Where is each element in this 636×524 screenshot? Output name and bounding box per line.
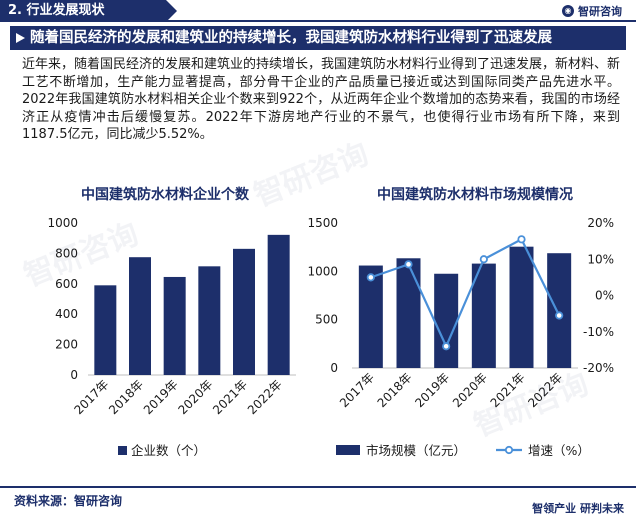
chart1-xtick: 2021年 xyxy=(210,377,250,417)
chart2-bar xyxy=(434,273,459,368)
chart2-ytick-right: -20% xyxy=(583,361,614,375)
top-bar: 2. 行业发展现状 ◉ 智研咨询 xyxy=(0,0,636,22)
chart1-ytick: 0 xyxy=(70,368,78,382)
chart1-title: 中国建筑防水材料企业个数 xyxy=(81,187,249,203)
chart2-xtick: 2018年 xyxy=(375,370,415,410)
chart2-bar xyxy=(471,263,496,368)
chart2-bar xyxy=(547,253,572,368)
chart1-bar xyxy=(163,276,186,375)
chart2-growth-line xyxy=(370,237,561,349)
chart2-legend-line-marker xyxy=(504,445,514,455)
chart2-xtick: 2017年 xyxy=(337,370,377,410)
brand-logo-icon: ◉ xyxy=(562,5,574,17)
chart1-legend-label: 企业数（个） xyxy=(131,443,206,458)
chart1-ytick: 400 xyxy=(55,307,78,321)
chart2-growth-point xyxy=(404,260,413,269)
chart1-xtick: 2018年 xyxy=(106,377,146,417)
chart2-growth-point xyxy=(442,342,451,351)
chart1-bar xyxy=(233,248,255,375)
chart1-bar xyxy=(129,257,151,375)
chart1-legend-swatch xyxy=(118,446,127,455)
chart2-xtick: 2021年 xyxy=(488,370,528,410)
chart2-xtick: 2019年 xyxy=(412,370,452,410)
chart2-ytick-left: 1500 xyxy=(307,216,338,230)
intro-paragraph: 近年来，随着国民经济的发展和建筑业的持续增长，我国建筑防水材料行业得到了迅速发展… xyxy=(22,57,621,142)
chart2-bar xyxy=(509,246,534,368)
section-title: 2. 行业发展现状 xyxy=(0,0,177,22)
chart2-title: 中国建筑防水材料市场规模情况 xyxy=(377,187,573,203)
chart2-xtick: 2022年 xyxy=(525,370,565,410)
chart2-ytick-left: 500 xyxy=(315,313,338,327)
chart1-ytick: 200 xyxy=(55,338,78,352)
slogan: 智领产业 研判未来 xyxy=(532,502,624,515)
chart2-growth-point xyxy=(517,235,526,244)
chart1-xtick: 2019年 xyxy=(141,377,181,417)
source-note: 资料来源：智研咨询 xyxy=(14,494,123,508)
chart2-bar xyxy=(396,258,421,368)
chart2-legend-bar-label: 市场规模（亿元） xyxy=(366,443,466,458)
chart2-growth-point xyxy=(555,311,564,320)
charts-canvas: 020040060080010002017年2018年2019年2020年202… xyxy=(47,216,614,458)
chart1-ytick: 600 xyxy=(55,277,78,291)
headline-text: 随着国民经济的发展和建筑业的持续增长，我国建筑防水材料行业得到了迅速发展 xyxy=(30,30,552,46)
brand-name: 智研咨询 xyxy=(578,5,622,18)
chart1-bar xyxy=(267,234,290,375)
chart2-ytick-left: 1000 xyxy=(307,264,338,278)
chart1-ytick: 1000 xyxy=(47,216,78,230)
chart2-bar xyxy=(358,265,383,368)
chart2-growth-point xyxy=(366,273,375,282)
triangle-bullet-icon xyxy=(16,33,25,43)
chart1-bar xyxy=(94,285,117,375)
chart2-ytick-left: 0 xyxy=(330,361,338,375)
chart1-bar xyxy=(198,266,221,375)
chart2-ytick-right: -10% xyxy=(583,325,614,339)
chart2-xtick: 2020年 xyxy=(450,370,490,410)
chart2-legend-line-label: 增速（%） xyxy=(528,443,590,458)
chart1-xtick: 2022年 xyxy=(245,377,285,417)
chart1-ytick: 800 xyxy=(55,246,78,260)
chart2-legend-bar-swatch xyxy=(336,445,360,455)
headline-banner: 随着国民经济的发展和建筑业的持续增长，我国建筑防水材料行业得到了迅速发展 xyxy=(10,26,626,50)
chart2-ytick-right: 20% xyxy=(587,216,614,230)
chart2-ytick-right: 10% xyxy=(587,252,614,266)
chart2-growth-point xyxy=(479,255,488,264)
footer-divider xyxy=(0,486,636,488)
chart1-xtick: 2020年 xyxy=(175,377,215,417)
brand: ◉ 智研咨询 xyxy=(562,3,622,19)
chart1-xtick: 2017年 xyxy=(71,377,111,417)
chart2-ytick-right: 0% xyxy=(595,289,614,303)
top-divider xyxy=(166,20,636,22)
